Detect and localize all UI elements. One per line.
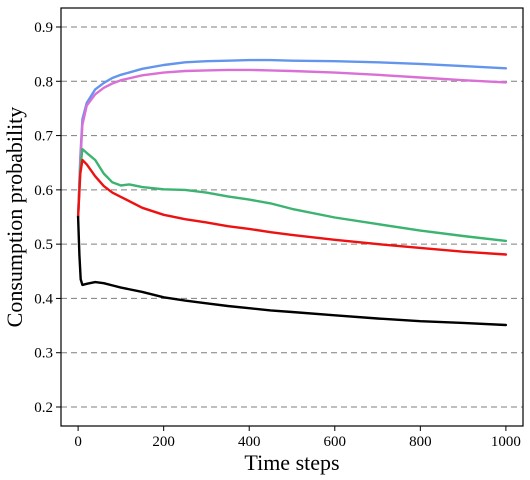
y-tick-label-0: 0.2 [34,400,53,416]
x-axis-ticks: 0 200 400 600 800 1000 [74,426,521,450]
x-tick-label-2: 400 [238,434,261,450]
y-tick-label-6: 0.8 [34,74,53,90]
y-tick-label-1: 0.3 [34,346,53,362]
x-tick-label-5: 1000 [491,434,521,450]
x-tick-label-1: 200 [152,434,175,450]
series-line-2 [76,147,508,243]
x-tick-label-3: 600 [324,434,347,450]
y-tick-label-3: 0.5 [34,237,53,253]
series-line-0 [76,58,508,219]
series-lines [76,58,508,327]
series-line-4 [76,215,508,327]
y-tick-label-2: 0.4 [34,291,53,307]
x-tick-label-0: 0 [74,434,82,450]
x-axis-title: Time steps [244,450,339,475]
plot-frame [60,7,524,427]
y-axis-title: Consumption probability [2,107,27,328]
x-tick-label-4: 800 [409,434,432,450]
series-line-1 [76,68,508,219]
y-axis-ticks: 0.2 0.3 0.4 0.5 0.6 0.7 0.8 0.9 [34,20,61,416]
gridlines [61,26,523,408]
y-tick-label-4: 0.6 [34,183,53,199]
series-line-3 [76,158,508,256]
y-tick-label-5: 0.7 [34,129,53,145]
y-tick-label-7: 0.9 [34,20,53,36]
